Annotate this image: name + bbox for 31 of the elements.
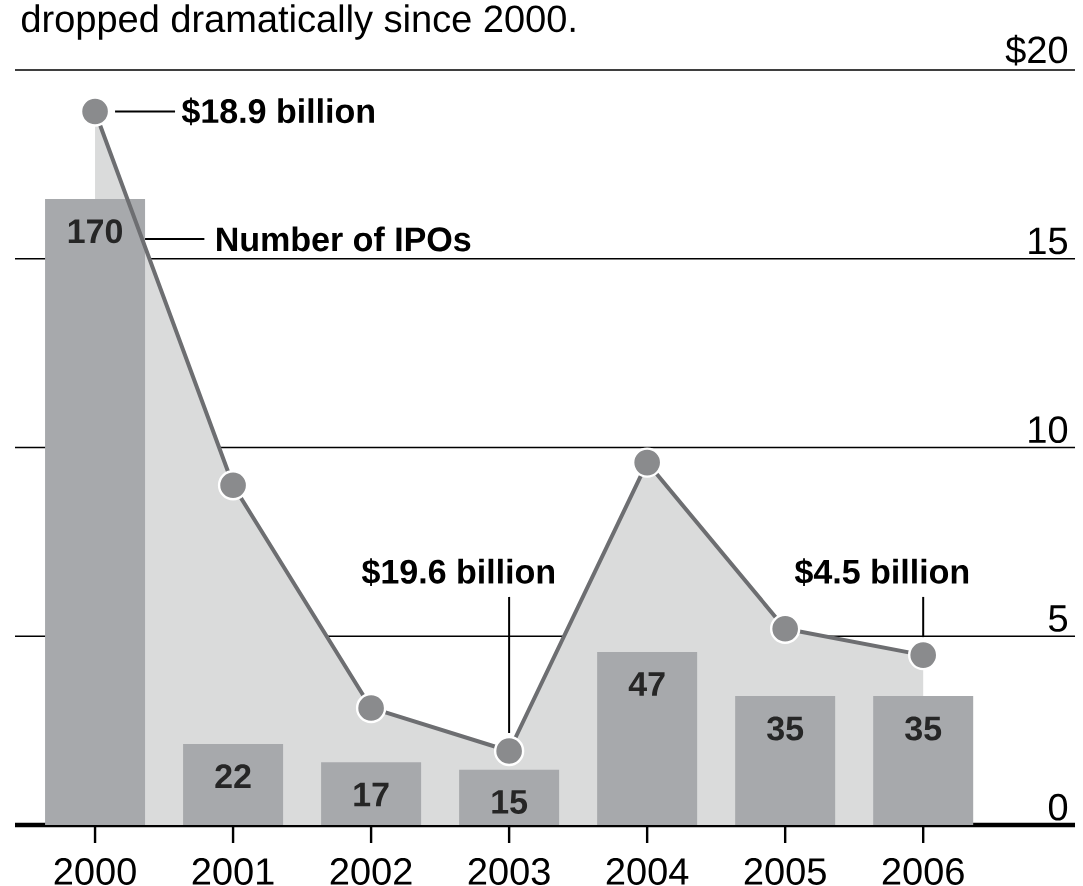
data-label: 170 xyxy=(68,219,122,244)
bar xyxy=(459,769,560,825)
data-label: 47 xyxy=(628,672,665,696)
bar xyxy=(735,696,836,825)
x-tick-label: 2006 xyxy=(882,858,964,885)
x-tick-label: 2002 xyxy=(330,858,412,885)
bar xyxy=(321,762,422,825)
x-tick-label: 2005 xyxy=(744,858,826,885)
y-tick-label: 10 xyxy=(1029,416,1068,444)
text: Number of IPOs xyxy=(217,226,471,252)
bar xyxy=(183,743,284,825)
data-label: 22 xyxy=(215,764,251,789)
y-tick-label: 5 xyxy=(1048,605,1068,632)
y-tick-label: 15 xyxy=(1029,227,1068,255)
annotation: $19.6 billion xyxy=(361,558,555,586)
data-label: 35 xyxy=(905,716,942,741)
chart-title: dropped dramatically since 2000. xyxy=(22,4,575,40)
data-label: 17 xyxy=(354,782,389,807)
y-tick-label: 0 xyxy=(1048,793,1068,821)
annotation: $18.9 billion xyxy=(181,97,374,126)
x-tick-label: 2004 xyxy=(606,858,689,885)
bar xyxy=(597,651,698,825)
x-tick-label: 2003 xyxy=(468,858,550,885)
x-tick-label: 2001 xyxy=(192,858,274,885)
data-label: 35 xyxy=(767,716,804,741)
data-label: 15 xyxy=(492,790,528,814)
bar xyxy=(873,696,974,825)
y-tick-label: $20 xyxy=(1005,34,1068,66)
bar xyxy=(45,198,146,825)
annotation: $4.5 billion xyxy=(794,558,969,586)
x-tick-label: 2000 xyxy=(54,858,136,885)
